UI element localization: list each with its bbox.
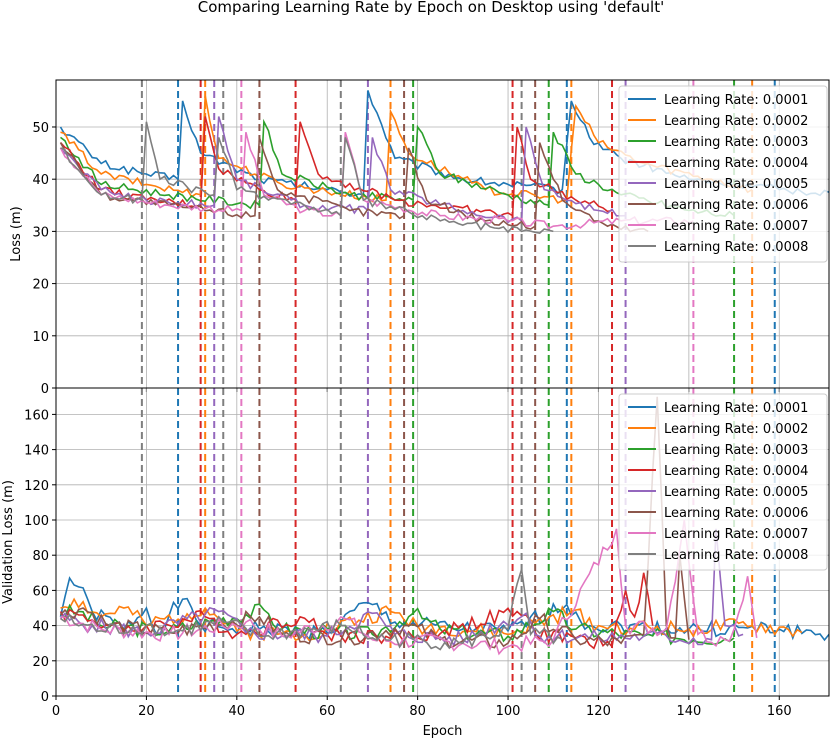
plot-area xyxy=(59,388,829,696)
y-tick: 160 xyxy=(24,408,56,423)
legend-box xyxy=(618,85,828,263)
legend-label: Learning Rate: 0.0004 xyxy=(664,464,808,479)
y-axis-label: Validation Loss (m) xyxy=(1,480,16,604)
legend-label: Learning Rate: 0.0008 xyxy=(664,548,808,563)
y-tick: 20 xyxy=(32,278,56,293)
x-tick-label: 120 xyxy=(586,704,611,719)
x-tick: 40 xyxy=(229,696,246,719)
y-tick-label: 160 xyxy=(24,408,49,423)
y-tick: 10 xyxy=(32,330,56,345)
y-tick-label: 80 xyxy=(32,549,49,564)
y-tick: 120 xyxy=(24,479,56,494)
y-tick-label: 30 xyxy=(32,225,49,240)
legend-label: Learning Rate: 0.0007 xyxy=(664,527,808,542)
validation-loss-panel: 0 20 40 60 80 100 120 140 160 0 20 40 60 80 100 120 140 1… xyxy=(1,387,830,739)
y-tick: 0 xyxy=(41,382,56,397)
series-line-6 xyxy=(59,396,690,649)
y-tick: 0 xyxy=(41,690,56,705)
y-tick-label: 40 xyxy=(32,173,49,188)
y-tick: 50 xyxy=(32,121,56,136)
series-line-8 xyxy=(60,121,554,234)
legend-label: Learning Rate: 0.0007 xyxy=(664,219,808,234)
x-tick: 60 xyxy=(319,696,336,719)
x-tick: 80 xyxy=(409,696,426,719)
y-tick-label: 40 xyxy=(32,620,49,635)
x-axis-label: Epoch xyxy=(423,724,463,739)
loss-panel: 0 10 20 30 40 50 Loss (m) Learning Rate: 0.0001… xyxy=(9,79,830,397)
legend-label: Learning Rate: 0.0004 xyxy=(664,156,808,171)
legend-label: Learning Rate: 0.0001 xyxy=(664,401,808,416)
series-line-3 xyxy=(59,603,735,646)
chart-title: Comparing Learning Rate by Epoch on Desk… xyxy=(198,0,664,16)
legend-label: Learning Rate: 0.0006 xyxy=(664,198,808,213)
series-line-4 xyxy=(59,572,654,650)
series-line-7 xyxy=(60,519,758,656)
legend-label: Learning Rate: 0.0002 xyxy=(664,422,808,437)
y-tick: 80 xyxy=(32,549,56,564)
legend-label: Learning Rate: 0.0005 xyxy=(664,485,808,500)
y-tick-label: 20 xyxy=(32,278,49,293)
y-tick-label: 0 xyxy=(41,690,49,705)
x-tick-label: 0 xyxy=(52,704,60,719)
legend-label: Learning Rate: 0.0005 xyxy=(664,177,808,192)
y-tick: 40 xyxy=(32,173,56,188)
y-tick-label: 140 xyxy=(24,444,49,459)
x-tick-label: 80 xyxy=(409,704,426,719)
x-tick: 100 xyxy=(496,696,521,719)
x-tick: 120 xyxy=(586,696,611,719)
legend-label: Learning Rate: 0.0008 xyxy=(664,240,808,255)
series-line-8 xyxy=(60,569,563,651)
series-line-4 xyxy=(59,116,613,218)
legend-label: Learning Rate: 0.0003 xyxy=(664,443,808,458)
legend-box xyxy=(618,393,828,571)
x-tick: 160 xyxy=(767,696,792,719)
y-tick-label: 20 xyxy=(32,655,49,670)
legend: Learning Rate: 0.0001 Learning Rate: 0.00… xyxy=(618,85,828,263)
y-axis-label: Loss (m) xyxy=(9,206,24,261)
y-tick-label: 0 xyxy=(41,382,49,397)
axes-frame xyxy=(55,387,830,697)
y-tick-label: 50 xyxy=(32,121,49,136)
legend: Learning Rate: 0.0001 Learning Rate: 0.00… xyxy=(618,393,828,571)
x-tick-label: 20 xyxy=(138,704,155,719)
y-tick-label: 10 xyxy=(32,330,49,345)
y-tick: 140 xyxy=(24,444,56,459)
x-tick: 20 xyxy=(138,696,155,719)
y-tick: 60 xyxy=(32,584,56,599)
x-tick-label: 140 xyxy=(676,704,701,719)
y-tick: 40 xyxy=(32,620,56,635)
y-tick: 100 xyxy=(24,514,56,529)
x-tick-label: 40 xyxy=(229,704,246,719)
series-line-7 xyxy=(59,131,694,230)
x-tick-label: 160 xyxy=(767,704,792,719)
y-tick: 30 xyxy=(32,225,56,240)
series-line-6 xyxy=(59,137,649,233)
x-tick: 140 xyxy=(676,696,701,719)
y-tick-label: 60 xyxy=(32,584,49,599)
y-tick: 20 xyxy=(32,655,56,670)
x-tick-label: 60 xyxy=(319,704,336,719)
y-tick-label: 120 xyxy=(24,479,49,494)
y-tick-label: 100 xyxy=(24,514,49,529)
x-tick: 0 xyxy=(52,696,60,719)
x-tick-label: 100 xyxy=(496,704,521,719)
legend-label: Learning Rate: 0.0006 xyxy=(664,506,808,521)
legend-label: Learning Rate: 0.0003 xyxy=(664,135,808,150)
legend-label: Learning Rate: 0.0001 xyxy=(664,93,808,108)
legend-label: Learning Rate: 0.0002 xyxy=(664,114,808,129)
